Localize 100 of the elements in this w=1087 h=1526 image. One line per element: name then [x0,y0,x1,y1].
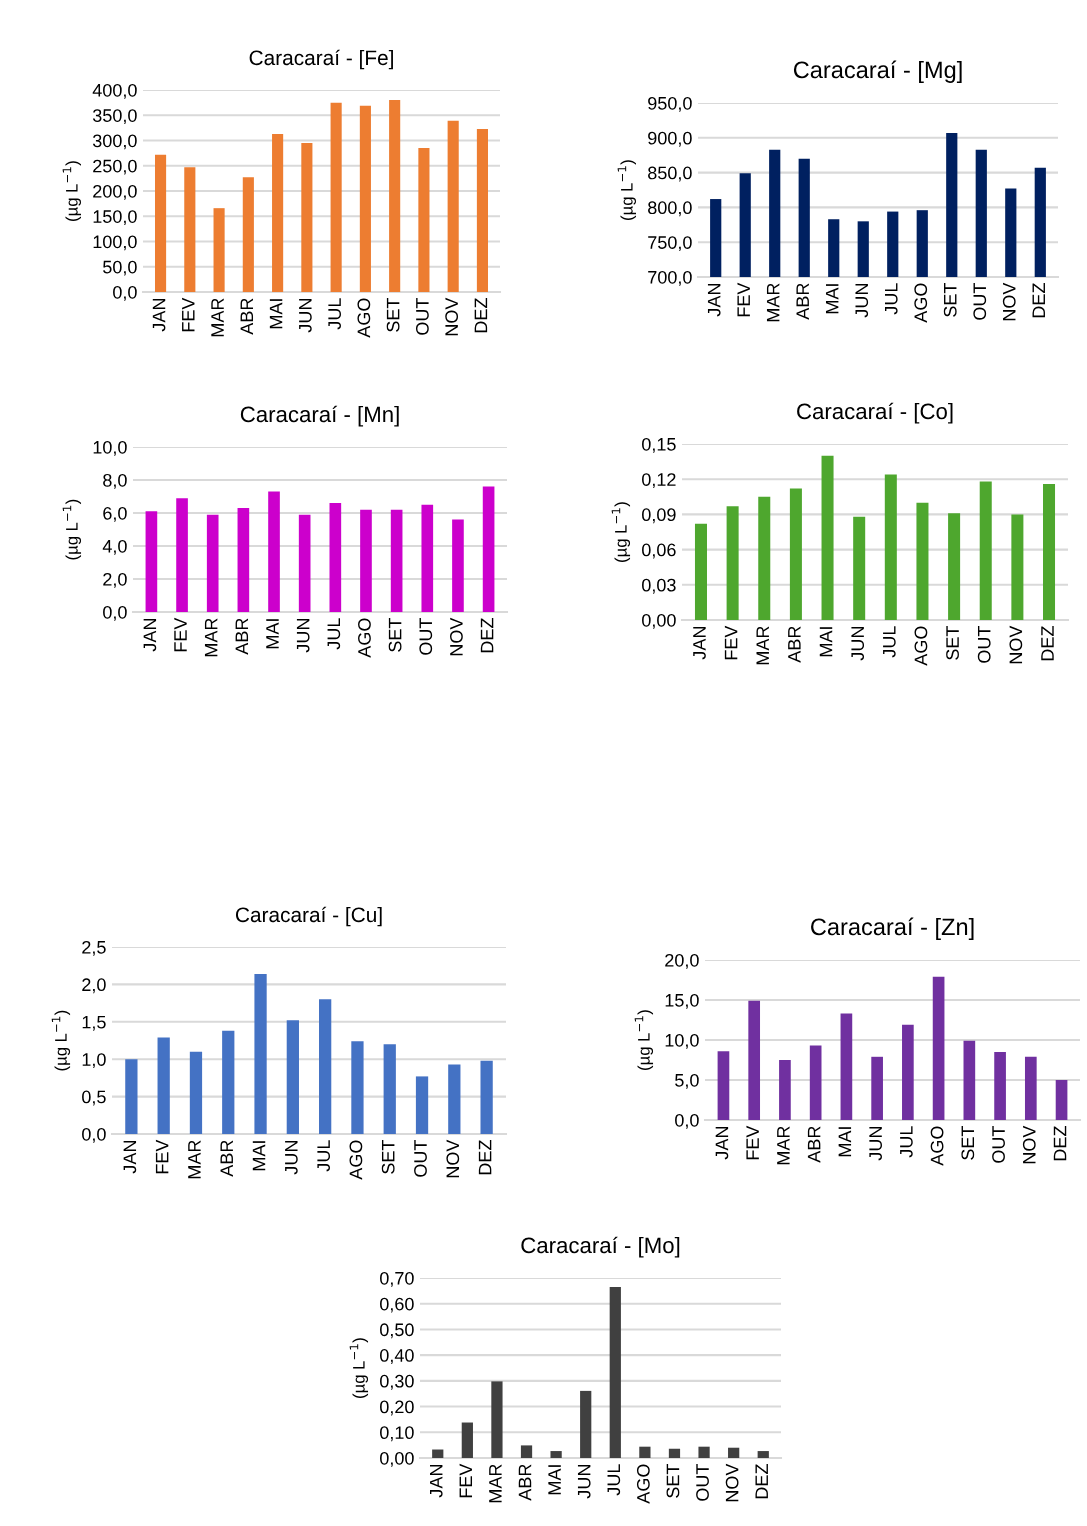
bar [237,508,250,612]
y-tick-label: 150,0 [93,210,137,226]
x-tick-label: DEZ [1053,1126,1067,1161]
x-tick-label: NOV [725,1463,739,1502]
x-tick-label: JUN [285,1141,298,1175]
bar [491,1381,503,1458]
y-tick-label: 0,06 [642,543,676,559]
x-tick-label: FEV [182,297,195,332]
y-axis-title: (µg L$^{−1}$) [634,1010,654,1070]
bar [748,1000,761,1120]
y-tick-label: 0,00 [380,1451,414,1467]
bar [580,1390,592,1458]
x-tick-label: MAI [825,284,839,314]
x-tick-label: MAI [266,619,279,649]
x-tick-label: ABR [518,1464,532,1501]
y-tick-label: 0,00 [642,613,676,629]
bar [298,514,311,612]
x-tick-label: JUN [855,284,869,318]
x-tick-label: MAI [269,299,283,329]
x-tick-label: JUL [607,1464,621,1496]
bar [383,1044,396,1134]
y-tick-label: 0,10 [380,1426,414,1442]
bar [757,1451,769,1458]
x-tick-label: JAN [693,627,706,660]
x-tick-label: NOV [446,1139,460,1178]
y-tick-label: 0,0 [82,1127,106,1143]
x-tick-label: JUL [900,1126,913,1158]
y-tick-label: 4,0 [102,539,127,555]
x-tick-label: DEZ [480,618,494,653]
y-tick-label: 100,0 [93,235,137,251]
x-tick-label: AGO [930,1126,944,1166]
bar [480,1060,493,1134]
bar [1055,1080,1068,1120]
x-tick-label: ABR [807,1126,821,1163]
bar [1011,514,1024,620]
x-tick-label: JUN [577,1465,591,1499]
bar [994,1052,1006,1120]
bar [254,973,267,1134]
x-tick-label: MAR [211,298,224,337]
chart-title: Caracaraí - [Mg] [793,60,962,83]
bar [421,504,434,612]
x-tick-label: DEZ [1032,283,1045,318]
chart-title: Caracaraí - [Mo] [521,1236,680,1258]
bar [389,100,401,292]
bar [360,509,372,612]
y-tick-label: 20,0 [665,953,699,969]
y-axis-title: (µg L$^{−1}$) [349,1338,369,1398]
bar [853,516,866,620]
bar [189,1051,203,1134]
x-tick-label: JAN [715,1127,729,1160]
y-tick-label: 0,30 [380,1374,414,1390]
x-tick-label: JUN [299,299,312,333]
x-tick-label: ABR [796,283,809,320]
y-tick-label: 0,50 [380,1323,414,1339]
bar [728,1447,740,1458]
x-tick-label: MAR [766,283,780,322]
x-tick-label: JUL [317,1140,330,1172]
y-axis-title: (µg L$^{−1}$) [62,161,81,221]
x-tick-label: OUT [419,617,433,655]
bar [550,1451,562,1458]
bar [779,1060,791,1120]
bar [359,105,371,292]
y-tick-label: 400,0 [92,83,137,99]
y-axis-title: (µg L$^{−1}$) [51,1010,71,1071]
y-tick-label: 200,0 [93,184,137,200]
y-tick-label: 750,0 [648,236,692,252]
bar [902,1024,914,1120]
bar [176,498,188,612]
bar [447,120,459,292]
bar [668,1448,681,1458]
x-tick-label: MAR [777,1126,790,1165]
x-tick-label: SET [943,282,957,317]
y-tick-label: 900,0 [648,131,692,147]
bar [415,1076,429,1134]
bar [789,488,802,620]
bar [157,1037,170,1134]
bar [432,1449,444,1458]
bar [482,486,495,612]
bar [418,148,430,292]
y-tick-label: 250,0 [93,159,137,175]
y-tick-label: 15,0 [665,993,699,1009]
x-tick-label: SET [381,1139,395,1174]
bar [329,503,342,612]
x-tick-label: JAN [707,284,721,317]
x-tick-label: OUT [415,297,429,335]
x-tick-label: MAI [548,1465,561,1495]
bar [213,208,225,292]
x-tick-label: NOV [1022,1125,1036,1164]
x-tick-label: JUL [883,626,896,658]
x-tick-label: OUT [973,282,987,320]
x-tick-label: FEV [746,1125,759,1160]
x-tick-label: MAI [252,1141,266,1171]
y-tick-label: 10,0 [665,1033,699,1049]
x-tick-label: FEV [459,1463,473,1498]
bar [1024,1056,1037,1120]
bar [286,1020,299,1134]
x-tick-label: NOV [1009,625,1023,664]
y-tick-label: 0,70 [380,1271,414,1287]
x-tick-label: AGO [357,298,371,338]
x-tick-label: JUL [328,298,341,330]
